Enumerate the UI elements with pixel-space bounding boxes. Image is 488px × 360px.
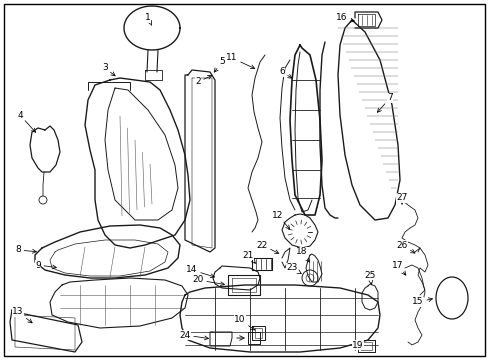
Text: 19: 19	[351, 341, 363, 350]
Text: 10: 10	[234, 315, 254, 330]
Text: 22: 22	[256, 240, 278, 253]
Text: 5: 5	[214, 58, 224, 72]
Text: 13: 13	[12, 307, 32, 323]
Text: 12: 12	[272, 211, 289, 229]
Text: 9: 9	[35, 261, 56, 270]
Text: 21: 21	[242, 251, 255, 264]
Text: 18: 18	[296, 248, 309, 262]
Text: 8: 8	[15, 246, 36, 255]
Text: 27: 27	[395, 194, 407, 204]
Text: 17: 17	[391, 261, 405, 275]
Text: 25: 25	[364, 270, 375, 284]
Text: 3: 3	[102, 63, 115, 76]
Text: 6: 6	[279, 68, 291, 78]
Text: 7: 7	[377, 94, 392, 112]
Text: 15: 15	[411, 297, 431, 306]
Text: 16: 16	[336, 13, 354, 22]
Text: 4: 4	[17, 111, 36, 132]
Text: 26: 26	[395, 240, 414, 253]
Text: 11: 11	[226, 54, 254, 69]
Text: 20: 20	[192, 275, 224, 286]
Text: 23: 23	[286, 264, 301, 274]
Text: 1: 1	[145, 13, 151, 26]
Text: 2: 2	[195, 76, 211, 86]
Text: 14: 14	[186, 266, 214, 278]
Text: 24: 24	[179, 330, 208, 340]
